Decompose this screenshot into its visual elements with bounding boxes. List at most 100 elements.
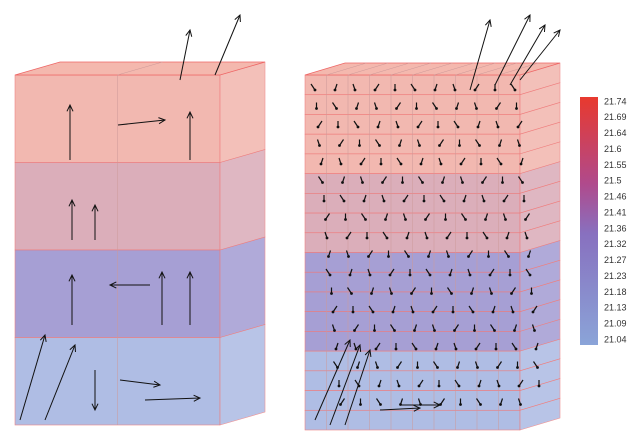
vector-dot	[519, 403, 522, 406]
vector-dot	[330, 292, 333, 295]
grid-line	[326, 62, 367, 76]
vector-dot	[459, 403, 462, 406]
vector-dot	[324, 218, 327, 221]
vector-dot	[402, 199, 406, 203]
vector-dot	[527, 255, 530, 258]
vector-dot	[371, 310, 375, 314]
vector-arrow	[494, 14, 531, 86]
vector-arrow	[44, 344, 76, 421]
vector-dot	[336, 125, 340, 129]
vector-dot	[464, 218, 467, 221]
colorbar-tick-label: 21.64	[604, 128, 627, 138]
colorbar-tick-label: 21.04	[604, 334, 627, 344]
vector-dot	[341, 181, 344, 184]
vector-dot	[499, 403, 502, 406]
vector-dot	[499, 162, 503, 166]
vector-dot	[508, 273, 512, 277]
vector-arrow	[519, 29, 561, 81]
vector-dot	[519, 162, 523, 166]
vector-dot	[516, 366, 519, 369]
vector-dot	[433, 329, 436, 332]
vector-dot	[353, 329, 356, 332]
vector-dot	[502, 199, 506, 203]
vector-dot	[424, 218, 427, 221]
arrow-head	[153, 380, 162, 388]
vector-dot	[356, 125, 360, 129]
vector-arrow	[314, 339, 351, 421]
vector-dot	[339, 162, 343, 166]
vector-dot	[530, 292, 533, 295]
vector-dot	[347, 255, 350, 258]
vector-dot	[365, 236, 369, 240]
vector-dot	[322, 199, 326, 203]
vector-dot	[387, 255, 390, 258]
grid-line	[412, 62, 453, 76]
vector-dot	[338, 144, 341, 147]
vector-dot	[359, 403, 362, 406]
vector-dot	[408, 273, 412, 277]
arrow-head	[68, 273, 76, 282]
vector-dot	[327, 255, 330, 258]
vector-dot	[373, 329, 376, 332]
arrow-head	[193, 394, 202, 402]
vector-dot	[337, 384, 341, 388]
grid-line	[369, 62, 410, 76]
vector-dot	[487, 255, 490, 258]
vector-dot	[504, 218, 507, 221]
arrow-head	[344, 338, 351, 348]
vector-dot	[427, 255, 430, 258]
vector-dot	[321, 181, 324, 184]
vector-dot	[456, 125, 460, 129]
vector-dot	[348, 273, 352, 277]
vector-dot	[479, 162, 483, 166]
vector-dot	[364, 218, 367, 221]
arrow-head	[538, 24, 546, 33]
layer-side	[219, 61, 266, 163]
vector-dot	[431, 310, 435, 314]
vector-dot	[521, 181, 524, 184]
vector-dot	[495, 107, 498, 110]
vector-dot	[436, 366, 439, 369]
vector-dot	[404, 218, 407, 221]
vector-dot	[513, 329, 516, 332]
vector-dot	[315, 107, 318, 110]
vector-dot	[416, 366, 419, 369]
vector-dot	[478, 144, 481, 147]
arrow-head	[39, 333, 47, 342]
vector-dot	[459, 162, 463, 166]
vector-dot	[351, 310, 355, 314]
vector-dot	[396, 366, 399, 369]
vector-dot	[497, 384, 501, 388]
vector-dot	[414, 347, 418, 351]
vector-arrow	[509, 24, 546, 86]
vector-dot	[391, 310, 395, 314]
colorbar-tick-label: 21.6	[604, 144, 622, 154]
vector-dot	[418, 144, 421, 147]
vector-dot	[328, 273, 332, 277]
vector-dot	[453, 329, 456, 332]
arrow-head	[185, 28, 193, 37]
vector-dot	[376, 125, 380, 129]
colorbar-tick-label: 21.27	[604, 255, 627, 265]
vector-dot	[331, 310, 335, 314]
grid-line	[117, 61, 163, 76]
vector-dot	[457, 384, 461, 388]
vector-dot	[451, 310, 455, 314]
vector-dot	[388, 273, 392, 277]
vector-dot	[476, 366, 479, 369]
arrow-head	[484, 18, 492, 27]
vector-dot	[517, 384, 521, 388]
vector-dot	[398, 144, 401, 147]
vector-dot	[361, 181, 364, 184]
arrow-head	[524, 13, 531, 23]
vector-dot	[514, 347, 518, 351]
vector-dot	[339, 403, 342, 406]
grid-line	[390, 62, 432, 76]
colorbar-tick-label: 21.74	[604, 96, 627, 106]
arrow-head	[234, 13, 241, 23]
vector-dot	[415, 107, 418, 110]
vector-dot	[531, 310, 535, 314]
arrow-head	[413, 404, 422, 412]
vector-dot	[485, 236, 489, 240]
vector-dot	[441, 181, 444, 184]
